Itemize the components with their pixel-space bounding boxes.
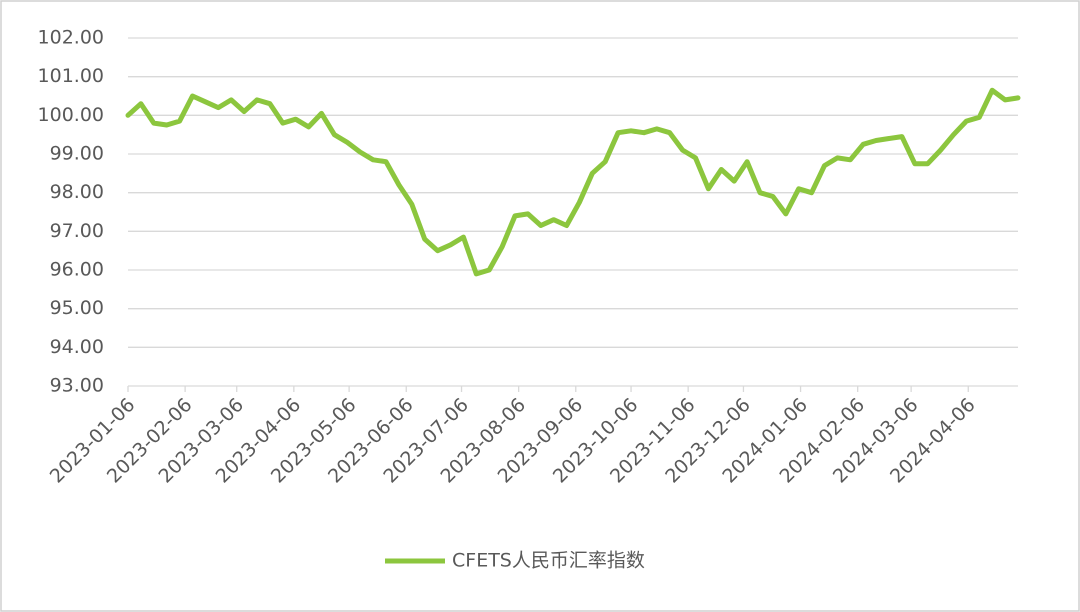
y-tick-label: 93.00	[50, 375, 104, 397]
y-tick-label: 97.00	[50, 220, 104, 242]
data-line	[125, 87, 1021, 277]
y-tick-label: 100.00	[38, 104, 104, 126]
y-tick-label: 96.00	[50, 259, 104, 281]
y-tick-label: 102.00	[38, 27, 104, 49]
y-tick-label: 94.00	[50, 336, 104, 358]
legend-label: CFETS人民币汇率指数	[452, 550, 645, 572]
y-tick-label: 101.00	[38, 65, 104, 87]
y-tick-label: 98.00	[50, 181, 104, 203]
y-tick-label: 95.00	[50, 297, 104, 319]
y-tick-label: 99.00	[50, 143, 104, 165]
